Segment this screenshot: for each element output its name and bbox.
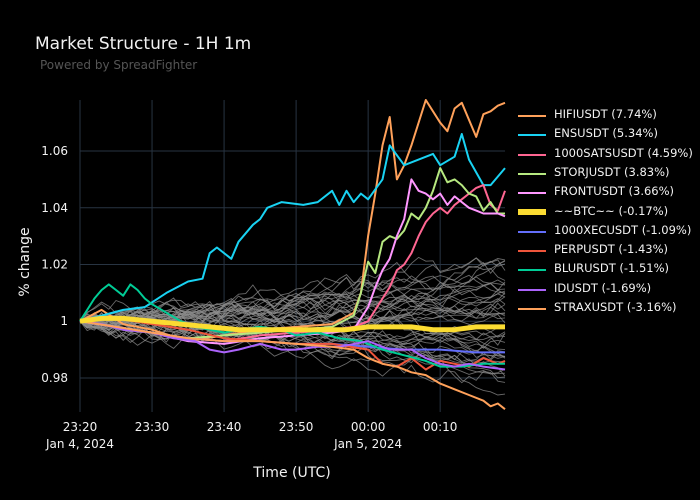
background-series-line <box>79 300 506 349</box>
legend-item[interactable]: ~~BTC~~ (-0.17%) <box>518 203 698 222</box>
chart-subtitle: Powered by SpreadFighter <box>40 58 198 72</box>
x-tick-label: 23:30 <box>135 420 170 434</box>
series-line-1000satsusdt <box>79 184 506 343</box>
legend-item[interactable]: 1000XECUSDT (-1.09%) <box>518 222 698 241</box>
legend-item[interactable]: ENSUSDT (5.34%) <box>518 125 698 144</box>
y-tick-label: 0.98 <box>41 371 68 385</box>
legend-item[interactable]: IDUSDT (-1.69%) <box>518 280 698 299</box>
series-line-hifiusdt <box>79 99 506 343</box>
legend-label: ~~BTC~~ (-0.17%) <box>554 203 669 218</box>
legend-item[interactable]: STORJUSDT (3.83%) <box>518 164 698 183</box>
legend-swatch <box>518 269 546 272</box>
background-series-line <box>79 256 506 341</box>
legend-item[interactable]: BLURUSDT (-1.51%) <box>518 260 698 279</box>
legend-swatch <box>518 288 546 291</box>
series-line-ensusdt <box>79 133 506 323</box>
background-series-line <box>79 287 506 344</box>
background-series-line <box>79 289 506 329</box>
legend-swatch <box>518 115 546 117</box>
y-axis-title: % change <box>17 227 33 296</box>
background-series-line <box>79 308 506 358</box>
background-series-line <box>79 303 506 339</box>
legend-swatch <box>518 230 546 233</box>
background-series-group <box>79 256 506 396</box>
legend-swatch <box>518 134 546 137</box>
legend-swatch <box>518 192 546 195</box>
legend-item[interactable]: HIFIUSDT (7.74%) <box>518 106 698 125</box>
y-tick-label: 1.04 <box>41 201 68 215</box>
legend-swatch <box>518 250 546 253</box>
series-line-straxusdt <box>79 320 506 410</box>
x-tick-date-label: Jan 4, 2024 <box>45 437 114 451</box>
chart-title: Market Structure - 1H 1m <box>35 34 252 54</box>
legend-label: FRONTUSDT (3.66%) <box>554 184 675 199</box>
x-tick-label: 00:10 <box>423 420 458 434</box>
legend-item[interactable]: PERPUSDT (-1.43%) <box>518 241 698 260</box>
legend-swatch <box>518 208 546 215</box>
legend-label: 1000SATSUSDT (4.59%) <box>554 145 693 160</box>
legend-item[interactable]: FRONTUSDT (3.66%) <box>518 183 698 202</box>
series-line-blurusdt <box>79 283 505 368</box>
legend-label: 1000XECUSDT (-1.09%) <box>554 222 692 237</box>
legend-label: BLURUSDT (-1.51%) <box>554 261 670 276</box>
background-series-line <box>79 313 506 326</box>
y-tick-label: 1.02 <box>41 258 68 272</box>
x-tick-label: 00:00 <box>351 420 386 434</box>
highlighted-series-group <box>79 99 506 410</box>
x-tick-date-label: Jan 5, 2024 <box>333 437 402 451</box>
legend-swatch <box>518 153 546 156</box>
legend-label: PERPUSDT (-1.43%) <box>554 242 669 257</box>
series-line-storjusdt <box>79 167 505 340</box>
legend-label: HIFIUSDT (7.74%) <box>554 107 657 121</box>
series-line-idusdt <box>79 320 506 371</box>
legend-label: IDUSDT (-1.69%) <box>554 280 652 295</box>
background-series-line <box>79 275 506 322</box>
y-axis-ticks: 0.98 1 1.02 1.04 1.06 <box>41 144 68 385</box>
legend-swatch <box>518 172 546 175</box>
y-tick-label: 1 <box>60 314 68 328</box>
x-tick-label: 23:40 <box>207 420 242 434</box>
legend-label: STORJUSDT (3.83%) <box>554 164 670 179</box>
x-tick-label: 23:50 <box>279 420 314 434</box>
legend-item[interactable]: STRAXUSDT (-3.16%) <box>518 299 698 318</box>
series-line-btc <box>79 315 505 333</box>
x-axis-title: Time (UTC) <box>252 465 330 481</box>
background-series-line <box>79 257 506 325</box>
legend-label: STRAXUSDT (-3.16%) <box>554 300 677 314</box>
x-tick-label: 23:20 <box>63 420 98 434</box>
y-tick-label: 1.06 <box>41 144 68 158</box>
legend-item[interactable]: 1000SATSUSDT (4.59%) <box>518 145 698 164</box>
legend-swatch <box>518 308 546 310</box>
legend-label: ENSUSDT (5.34%) <box>554 126 658 141</box>
x-axis-ticks: 23:20 Jan 4, 2024 23:30 23:40 23:50 00:00 Jan … <box>45 420 458 451</box>
